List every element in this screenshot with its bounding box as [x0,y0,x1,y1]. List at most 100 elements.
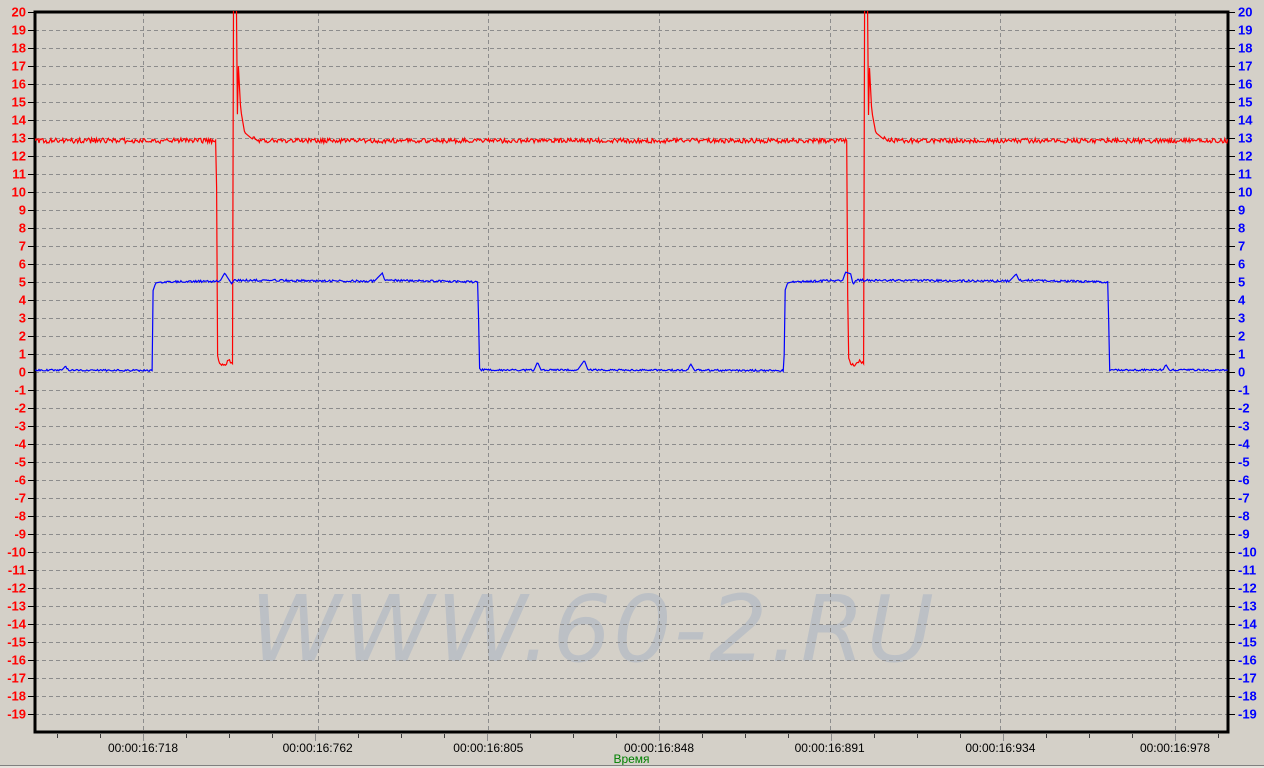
left-axis-tick-label: 14 [12,113,27,128]
left-axis-tick-label: -12 [7,581,26,596]
left-axis-tick-label: -11 [8,563,26,578]
left-axis-tick-label: 15 [12,95,26,110]
channel-blue-trace [35,271,1228,374]
right-axis-tick-label: 12 [1238,149,1252,164]
right-axis-tick-label: -7 [1238,491,1250,506]
right-axis-tick-label: -4 [1238,437,1250,452]
right-axis-tick-label: 20 [1238,5,1252,20]
right-axis-labels: -19-18-17-16-15-14-13-12-11-10-9-8-7-6-5… [1238,5,1258,722]
x-axis-labels: 00:00:16:718 00:00:16:762 00:00:16:805 00:0… [108,741,1210,755]
left-axis-tick-label: -3 [14,419,26,434]
right-axis-tick-label: 1 [1238,347,1245,362]
right-axis-tick-label: -6 [1238,473,1250,488]
left-axis-tick-label: -9 [14,527,26,542]
right-axis-tick-label: -10 [1238,545,1257,560]
left-axis-tick-label: -2 [14,401,26,416]
left-axis-tick-label: -5 [14,455,26,470]
x-axis-ticks [57,734,1219,741]
left-axis-tick-label: -7 [14,491,26,506]
grid-lines [35,12,1228,732]
right-axis-tick-label: -1 [1238,383,1250,398]
channel-red-trace [35,11,1228,367]
right-axis-tick-label: 4 [1238,293,1246,308]
left-axis-tick-label: -18 [7,689,26,704]
left-axis-tick-label: -4 [14,437,26,452]
left-axis-tick-label: -17 [7,671,26,686]
left-axis-tick-label: -14 [7,617,27,632]
right-axis-tick-label: 2 [1238,329,1245,344]
right-axis-tick-label: -8 [1238,509,1250,524]
left-axis-tick-label: 9 [19,203,26,218]
right-axis-tick-label: 8 [1238,221,1245,236]
left-axis-tick-label: -1 [14,383,26,398]
x-axis-tick-label: 00:00:16:718 [108,741,178,755]
left-axis-tick-label: -13 [7,599,26,614]
right-axis-tick-label: -18 [1238,689,1257,704]
plot-border [33,10,1230,734]
x-axis-tick-label: 00:00:16:762 [283,741,353,755]
left-axis-labels: -19-18-17-16-15-14-13-12-11-10-9-8-7-6-5… [7,5,27,722]
right-axis-tick-label: -2 [1238,401,1250,416]
right-axis-tick-label: -13 [1238,599,1257,614]
time-axis-label: Время [613,752,650,766]
left-axis-tick-label: 13 [12,131,26,146]
right-axis-tick-label: 18 [1238,41,1252,56]
x-axis-tick-label: 00:00:16:934 [965,741,1035,755]
left-axis-tick-label: 4 [19,293,27,308]
left-axis-tick-label: -10 [7,545,26,560]
x-axis-tick-label: 00:00:16:891 [795,741,865,755]
right-axis-tick-label: -16 [1238,653,1257,668]
y-axis-ticks [28,12,1235,715]
right-axis-tick-label: 17 [1238,59,1252,74]
right-axis-tick-label: 15 [1238,95,1252,110]
left-axis-tick-label: 19 [12,23,26,38]
left-axis-tick-label: 6 [19,257,26,272]
right-axis-tick-label: 19 [1238,23,1252,38]
panel-bottom-edge [0,765,1264,766]
left-axis-tick-label: 10 [12,185,26,200]
left-axis-tick-label: -8 [14,509,26,524]
right-axis-tick-label: 7 [1238,239,1245,254]
right-axis-tick-label: -19 [1238,707,1257,722]
left-axis-tick-label: -6 [14,473,26,488]
right-axis-tick-label: 5 [1238,275,1245,290]
left-axis-tick-label: 12 [12,149,26,164]
left-axis-tick-label: 0 [19,365,26,380]
left-axis-tick-label: 1 [19,347,26,362]
right-axis-tick-label: -14 [1238,617,1258,632]
right-axis-tick-label: -17 [1238,671,1257,686]
left-axis-tick-label: 7 [19,239,26,254]
left-axis-tick-label: -15 [7,635,26,650]
left-axis-tick-label: 11 [12,167,26,182]
left-axis-tick-label: 3 [19,311,26,326]
right-axis-tick-label: -3 [1238,419,1250,434]
right-axis-tick-label: 13 [1238,131,1252,146]
left-axis-tick-label: 5 [19,275,26,290]
right-axis-tick-label: 11 [1238,167,1252,182]
right-axis-tick-label: 9 [1238,203,1245,218]
x-axis-tick-label: 00:00:16:848 [624,741,694,755]
right-axis-tick-label: -12 [1238,581,1257,596]
right-axis-tick-label: 14 [1238,113,1253,128]
left-axis-tick-label: 18 [12,41,26,56]
panel-bottom-highlight [0,766,1264,768]
left-axis-tick-label: 20 [12,5,26,20]
x-axis-tick-label: 00:00:16:978 [1140,741,1210,755]
right-axis-tick-label: 6 [1238,257,1245,272]
left-axis-tick-label: 17 [12,59,26,74]
right-axis-tick-label: 16 [1238,77,1252,92]
right-axis-tick-label: 0 [1238,365,1245,380]
right-axis-tick-label: -15 [1238,635,1257,650]
right-axis-tick-label: 3 [1238,311,1245,326]
right-axis-tick-label: -11 [1238,563,1256,578]
x-axis-tick-label: 00:00:16:805 [453,741,523,755]
left-axis-tick-label: -19 [7,707,26,722]
left-axis-tick-label: -16 [7,653,26,668]
right-axis-tick-label: -5 [1238,455,1250,470]
left-axis-tick-label: 16 [12,77,26,92]
right-axis-tick-label: 10 [1238,185,1252,200]
right-axis-tick-label: -9 [1238,527,1250,542]
left-axis-tick-label: 2 [19,329,26,344]
